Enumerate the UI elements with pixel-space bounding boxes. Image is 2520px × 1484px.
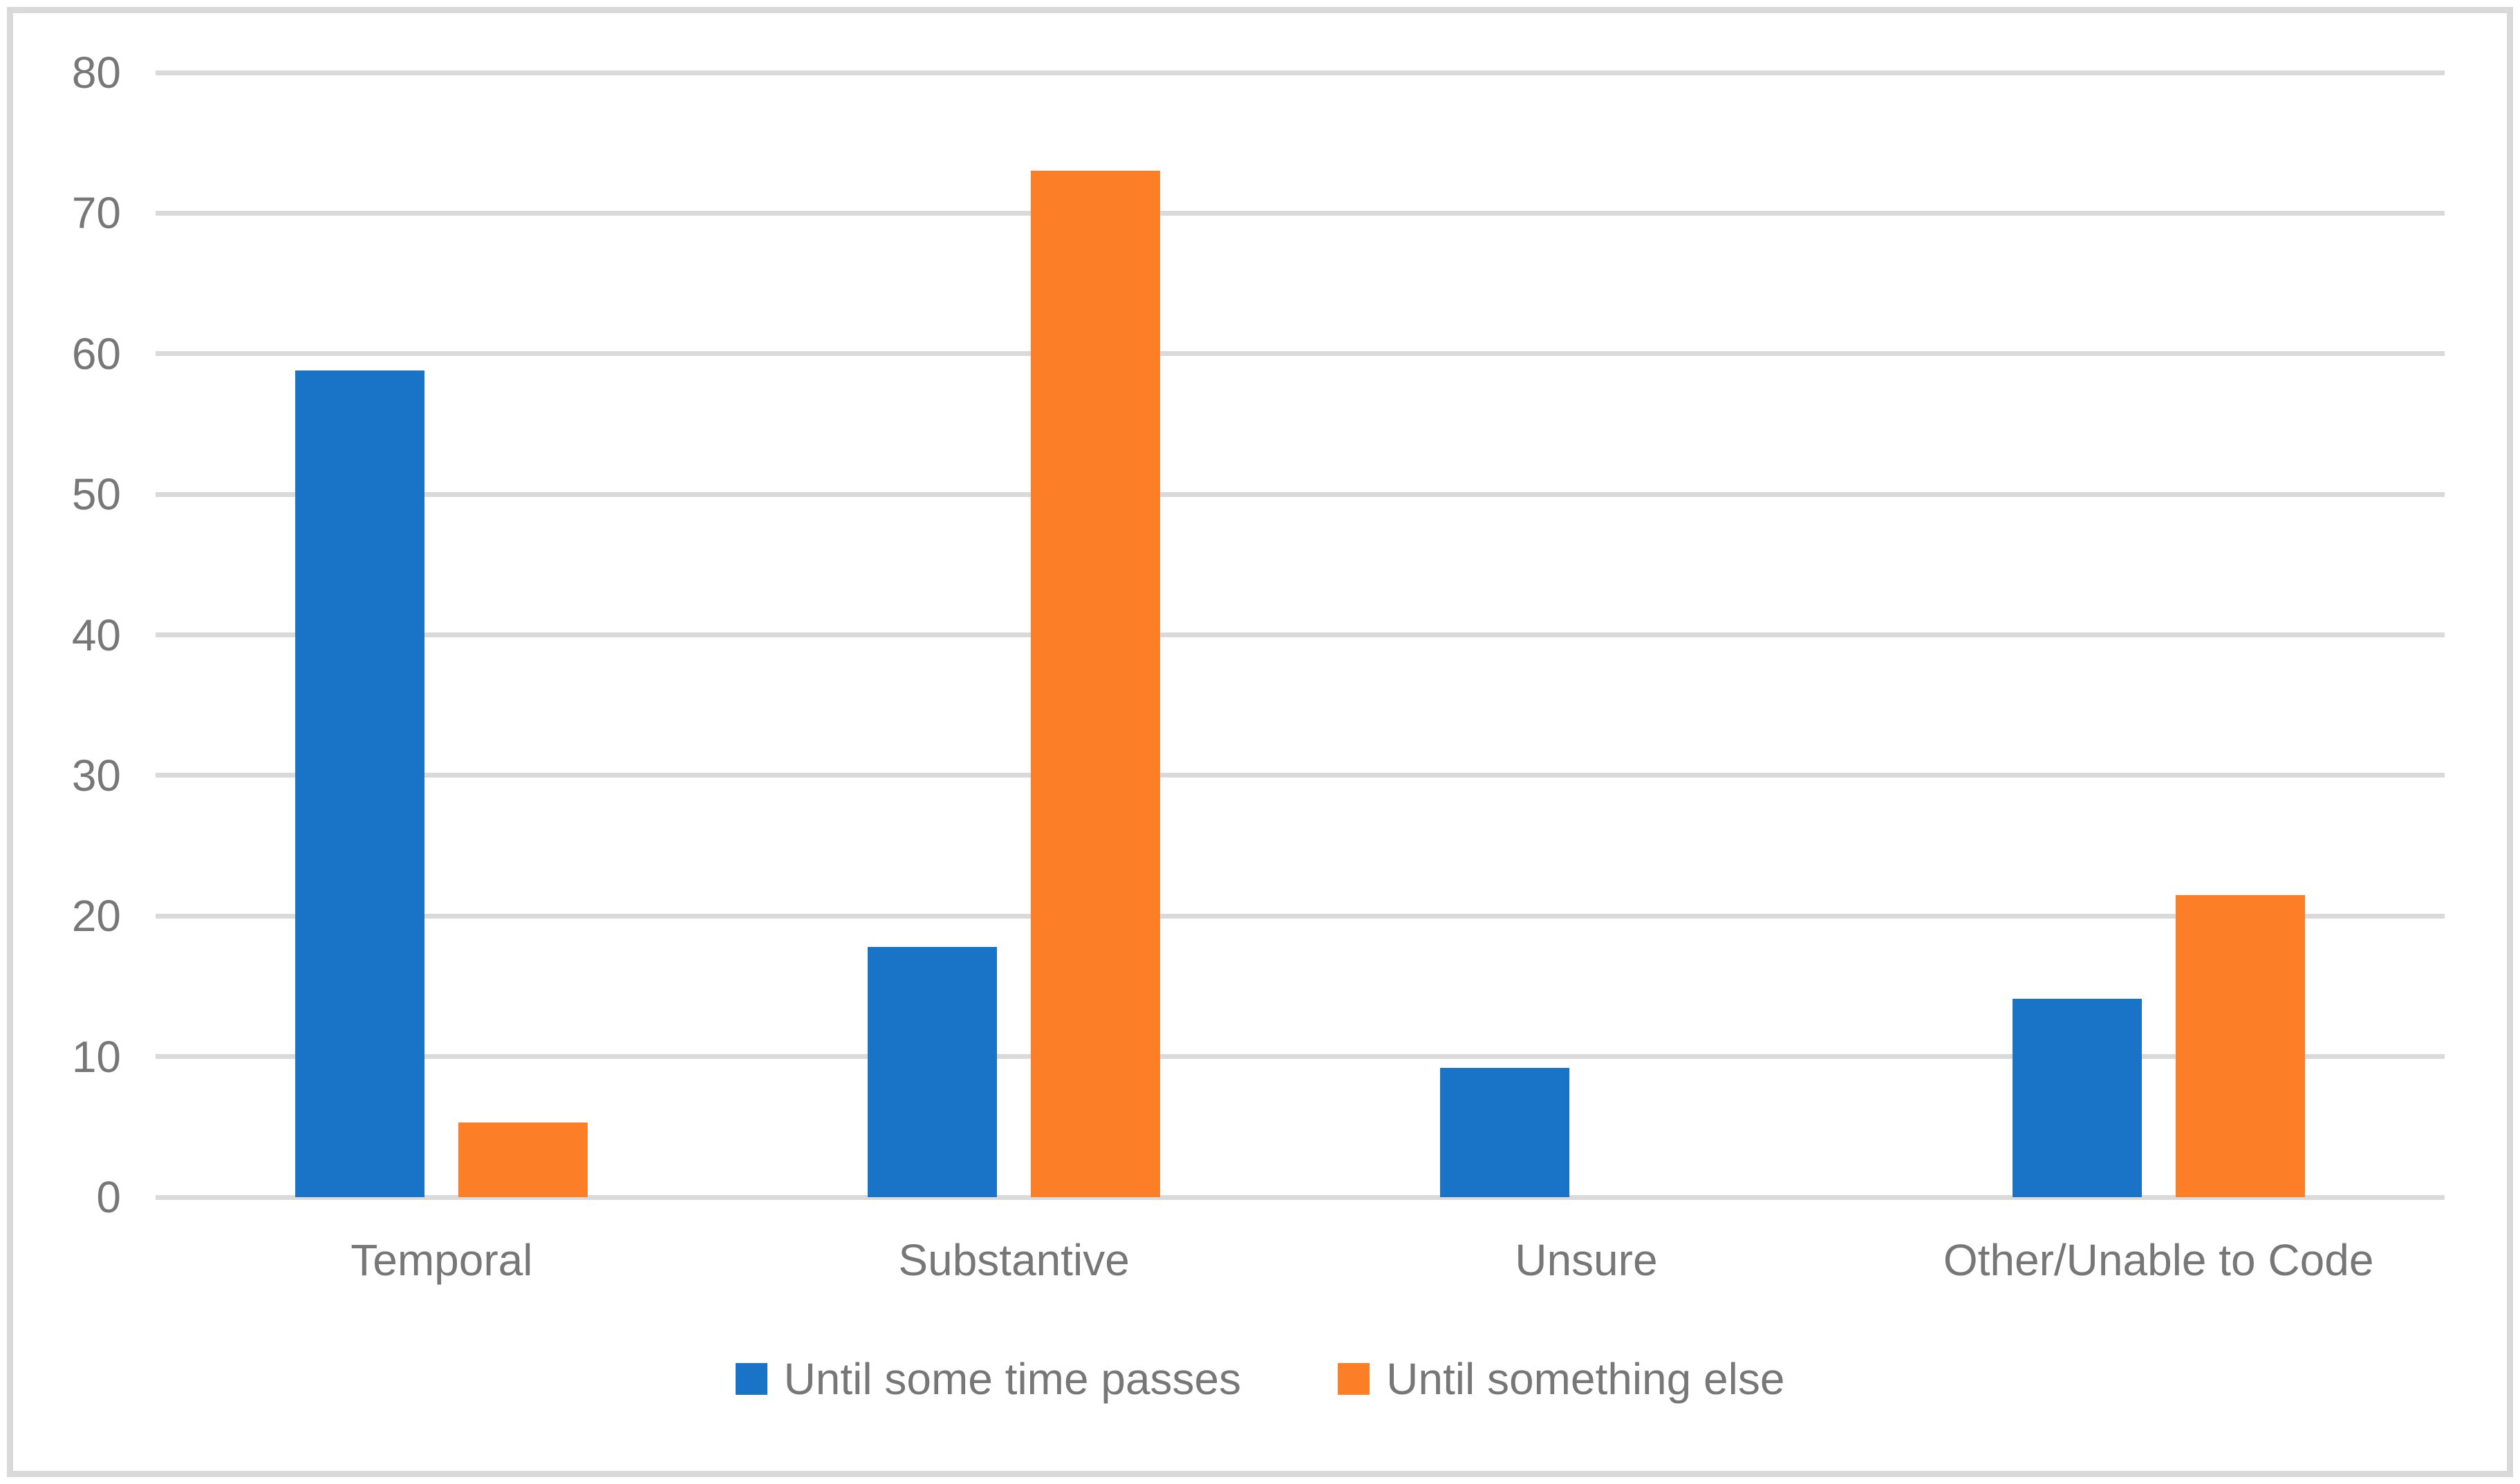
gridline	[156, 1054, 2445, 1060]
category-label: Substantive	[898, 1235, 1130, 1285]
y-tick-label: 80	[71, 48, 121, 97]
category-label: Temporal	[351, 1235, 533, 1285]
chart-figure-border: 0 10 20 30 40 50 60 70 80 Temporal Substantive Uns…	[7, 7, 2513, 1477]
bar-group	[1300, 73, 1873, 1197]
bar	[868, 947, 998, 1197]
gridline	[156, 491, 2445, 497]
category-label: Unsure	[1515, 1235, 1658, 1285]
x-axis-category-labels: Temporal Substantive Unsure Other/Unable to…	[156, 1235, 2445, 1286]
legend-swatch	[1338, 1363, 1370, 1395]
y-tick-label: 20	[71, 891, 121, 941]
bar	[1031, 171, 1161, 1197]
bar-group	[156, 73, 728, 1197]
legend-swatch	[735, 1363, 767, 1395]
bar	[1439, 1067, 1569, 1197]
bar-group	[728, 73, 1300, 1197]
chart-legend: Until some time passes Until something el…	[13, 1357, 2507, 1401]
gridline	[156, 210, 2445, 216]
y-tick-label: 0	[96, 1172, 121, 1222]
category-label: Other/Unable to Code	[1943, 1235, 2374, 1285]
gridline	[156, 351, 2445, 357]
bar	[295, 370, 425, 1197]
legend-item: Until some time passes	[735, 1354, 1242, 1404]
y-tick-label: 50	[71, 469, 121, 520]
bar	[2012, 999, 2142, 1197]
y-tick-label: 10	[71, 1031, 121, 1082]
gridline	[156, 70, 2445, 75]
bar	[458, 1123, 588, 1197]
bars-layer	[156, 73, 2445, 1197]
plot-area	[156, 70, 2445, 1200]
y-tick-label: 30	[71, 750, 121, 800]
gridline	[156, 913, 2445, 919]
y-tick-label: 60	[71, 328, 121, 379]
y-tick-label: 40	[71, 610, 121, 660]
bar	[2175, 894, 2305, 1197]
gridline	[156, 773, 2445, 778]
legend-label: Until something else	[1386, 1354, 1785, 1404]
legend-item: Until something else	[1338, 1357, 1784, 1401]
bar-group	[1872, 73, 2445, 1197]
legend-label: Until some time passes	[783, 1354, 1242, 1404]
gridline	[156, 1194, 2445, 1200]
y-tick-label: 70	[71, 188, 121, 238]
y-axis: 0 10 20 30 40 50 60 70 80	[13, 50, 131, 1219]
gridline	[156, 632, 2445, 637]
